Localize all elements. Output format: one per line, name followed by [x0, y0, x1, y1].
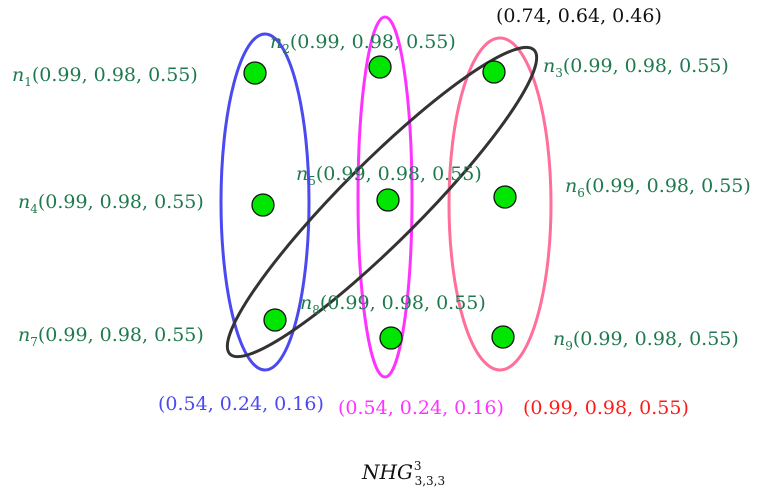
graph-title-main: NHG — [361, 460, 413, 484]
node-value: (0.99, 0.98, 0.55) — [316, 163, 482, 185]
hyperedge-pink — [447, 36, 553, 372]
hyperedge-label-pink: (0.99, 0.98, 0.55) — [523, 397, 689, 419]
node-value: (0.99, 0.98, 0.55) — [290, 31, 456, 53]
node-5 — [376, 188, 400, 212]
node-2 — [368, 55, 392, 79]
node-subscript: 3 — [555, 66, 563, 80]
node-name: n — [296, 163, 308, 185]
node-label-1: n1(0.99, 0.98, 0.55) — [12, 64, 198, 89]
node-name: n — [565, 175, 577, 197]
node-7 — [263, 308, 287, 332]
node-value: (0.99, 0.98, 0.55) — [32, 64, 198, 86]
node-subscript: 7 — [30, 335, 38, 349]
node-label-8: n8(0.99, 0.98, 0.55) — [300, 292, 486, 317]
node-8 — [379, 326, 403, 350]
node-subscript: 6 — [577, 186, 585, 200]
node-9 — [491, 325, 515, 349]
node-6 — [493, 185, 517, 209]
node-name: n — [553, 328, 565, 350]
hyperedge-magenta — [356, 15, 414, 379]
hyperedge-label-blue: (0.54, 0.24, 0.16) — [158, 393, 324, 415]
node-value: (0.99, 0.98, 0.55) — [563, 55, 729, 77]
node-4 — [251, 193, 275, 217]
graph-title: NHG3 3,3,3 — [361, 459, 445, 488]
node-label-9: n9(0.99, 0.98, 0.55) — [553, 328, 739, 353]
node-value: (0.99, 0.98, 0.55) — [38, 324, 204, 346]
graph-title-sub: 3,3,3 — [415, 474, 446, 488]
node-value: (0.99, 0.98, 0.55) — [38, 191, 204, 213]
node-subscript: 5 — [308, 174, 316, 188]
hyperedge-label-magenta: (0.54, 0.24, 0.16) — [338, 397, 504, 419]
node-label-3: n3(0.99, 0.98, 0.55) — [543, 55, 729, 80]
node-label-4: n4(0.99, 0.98, 0.55) — [18, 191, 204, 216]
hyperedge-blue — [219, 32, 311, 372]
node-name: n — [300, 292, 312, 314]
node-name: n — [12, 64, 24, 86]
node-name: n — [18, 191, 30, 213]
node-value: (0.99, 0.98, 0.55) — [585, 175, 751, 197]
node-subscript: 8 — [312, 303, 320, 317]
node-subscript: 4 — [30, 202, 38, 216]
node-label-7: n7(0.99, 0.98, 0.55) — [18, 324, 204, 349]
node-label-5: n5(0.99, 0.98, 0.55) — [296, 163, 482, 188]
node-subscript: 9 — [565, 339, 573, 353]
node-value: (0.99, 0.98, 0.55) — [573, 328, 739, 350]
node-label-6: n6(0.99, 0.98, 0.55) — [565, 175, 751, 200]
node-3 — [482, 60, 506, 84]
node-name: n — [18, 324, 30, 346]
node-label-2: n2(0.99, 0.98, 0.55) — [270, 31, 456, 56]
graph-title-sup: 3 — [414, 459, 422, 473]
node-1 — [243, 61, 267, 85]
hyperedge-label-diagonal: (0.74, 0.64, 0.46) — [496, 5, 662, 27]
node-name: n — [270, 31, 282, 53]
node-subscript: 1 — [24, 75, 32, 89]
node-subscript: 2 — [282, 42, 290, 56]
node-name: n — [543, 55, 555, 77]
node-value: (0.99, 0.98, 0.55) — [320, 292, 486, 314]
hyperedge-diagonal — [225, 45, 539, 359]
